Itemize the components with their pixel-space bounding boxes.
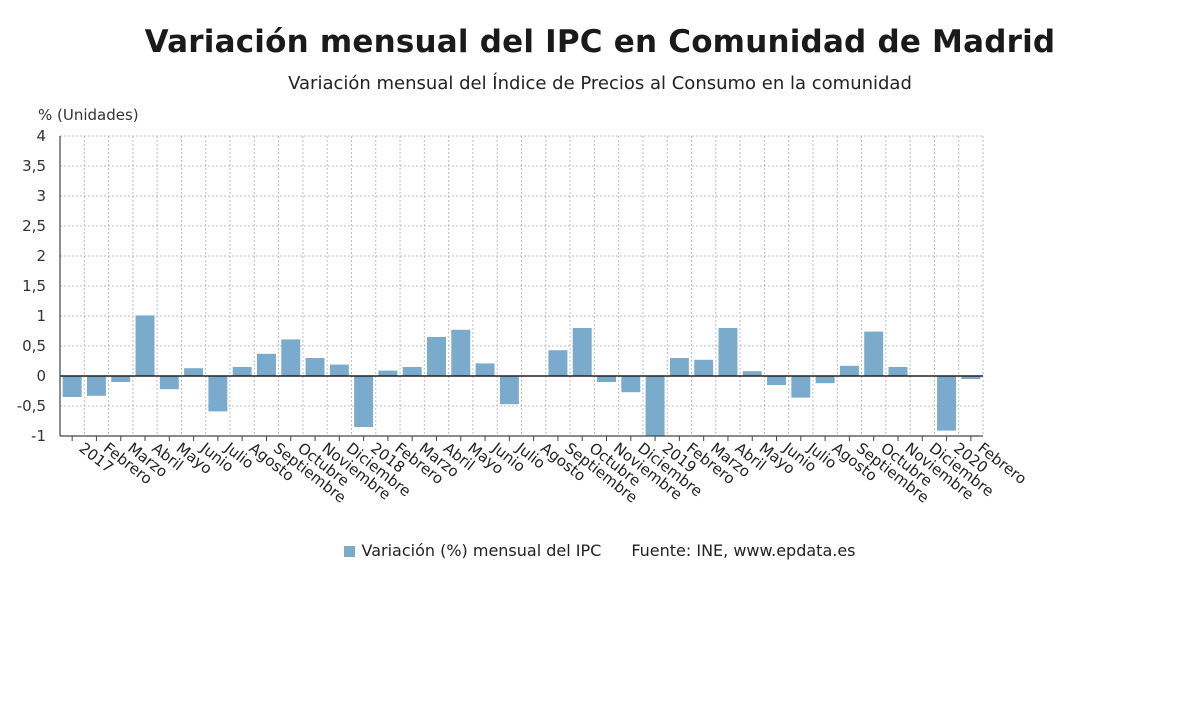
bar <box>961 376 981 379</box>
chart-title: Variación mensual del IPC en Comunidad d… <box>144 24 1056 60</box>
y-tick-label: -1 <box>31 427 46 445</box>
bar <box>864 331 884 376</box>
bar <box>451 329 471 376</box>
y-tick-label: 1,5 <box>22 277 46 295</box>
bar <box>281 339 301 376</box>
bar <box>791 376 811 398</box>
bar <box>208 376 228 412</box>
bar <box>475 363 495 376</box>
grid <box>59 135 984 437</box>
bar <box>329 364 349 376</box>
bar <box>378 370 398 376</box>
bar <box>621 376 641 393</box>
bar <box>86 376 106 396</box>
bar <box>548 350 568 376</box>
bar <box>937 376 957 431</box>
y-axis-label: % (Unidades) <box>38 106 139 124</box>
bars <box>62 315 981 436</box>
bar <box>111 376 131 382</box>
bar <box>839 365 859 376</box>
bar <box>694 359 714 376</box>
bar <box>767 376 787 385</box>
bar <box>159 376 179 390</box>
legend-series-label: Variación (%) mensual del IPC <box>361 541 602 560</box>
bar <box>718 328 738 376</box>
legend: Variación (%) mensual del IPC Fuente: INE… <box>0 541 1200 560</box>
bar <box>427 337 446 376</box>
bar <box>645 376 665 436</box>
y-tick-label: 0,5 <box>22 337 46 355</box>
y-tick-label: 1 <box>36 307 46 325</box>
chart-subtitle: Variación mensual del Índice de Precios … <box>288 73 912 94</box>
bar <box>815 376 835 384</box>
bar <box>305 358 325 376</box>
y-tick-label: 4 <box>36 127 46 145</box>
y-tick-label: 3,5 <box>22 157 46 175</box>
source-label: Fuente: INE, www.epdata.es <box>631 541 856 560</box>
bar <box>232 367 252 376</box>
bar <box>256 353 276 376</box>
bar <box>597 376 616 382</box>
bar <box>184 368 204 376</box>
bar <box>354 376 374 427</box>
axes <box>59 136 983 441</box>
y-tick-label: 2,5 <box>22 217 46 235</box>
bar <box>402 367 422 376</box>
y-tick-label: 3 <box>36 187 46 205</box>
legend-swatch <box>344 546 356 557</box>
x-tick-labels: 2017FebreroMarzoAbrilMayoJunioJulioAgost… <box>76 438 1030 506</box>
bar <box>499 376 519 405</box>
y-tick-label: 0 <box>36 367 46 385</box>
bar <box>62 376 82 397</box>
bar <box>742 371 762 376</box>
bar <box>572 328 592 376</box>
y-tick-label: -0,5 <box>17 397 46 415</box>
bar <box>888 367 908 376</box>
y-tick-label: 2 <box>36 247 46 265</box>
bar <box>135 315 155 376</box>
y-tick-labels: -1 -0,5 0 0,5 1 1,5 2 2,5 3 3,5 4 <box>17 127 46 445</box>
bar <box>669 358 689 376</box>
